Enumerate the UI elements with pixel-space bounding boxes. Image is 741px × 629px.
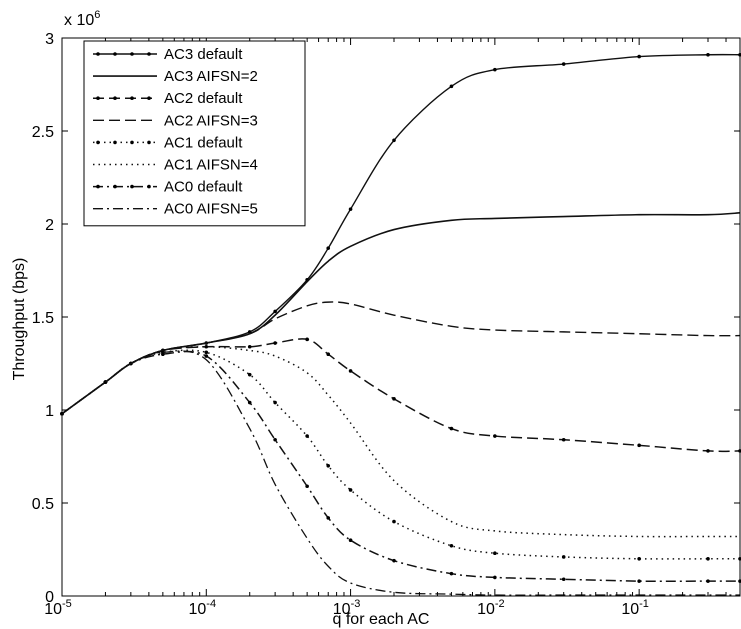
- series-5-point: [247, 372, 252, 377]
- series-3-point: [305, 337, 309, 342]
- y-axis-multiplier-exponent: 6: [94, 9, 100, 21]
- series-line-7: [61, 350, 740, 583]
- legend-swatch-point: [113, 52, 117, 56]
- legend-box: [83, 40, 306, 227]
- x-axis-title: q for each AC: [333, 611, 430, 628]
- series-3-point: [637, 443, 641, 448]
- series-5-point: [561, 555, 566, 559]
- y-tick-label: 2: [45, 217, 54, 234]
- series-3-point: [326, 352, 331, 357]
- series-5-point: [392, 519, 396, 524]
- series-1-point: [637, 54, 641, 59]
- legend-swatch-point: [130, 52, 134, 56]
- series-5-point: [326, 464, 331, 468]
- x-tick-label: 10-4: [188, 598, 216, 618]
- series-7-point: [493, 575, 497, 580]
- series-1-point: [493, 67, 497, 72]
- legend-swatch-point: [96, 184, 100, 189]
- series-line-8: [61, 350, 740, 596]
- series-7-point: [161, 352, 165, 357]
- legend-swatch-point: [130, 140, 134, 145]
- legend-swatch-point: [147, 96, 151, 100]
- series-3-point: [273, 341, 277, 345]
- series-3-point: [348, 369, 353, 373]
- y-tick-label: 1: [45, 403, 54, 420]
- legend-label: AC0 default: [164, 179, 243, 196]
- legend-swatch-point: [113, 140, 117, 145]
- series-line-5: [61, 349, 740, 560]
- series-7-point: [392, 558, 396, 563]
- series-5-point: [204, 350, 209, 355]
- x-tick-label: 10-1: [621, 598, 649, 618]
- legend-label: AC2 AIFSN=3: [164, 112, 258, 129]
- legend: AC3 default AC3 AIFSN=2 AC2 default AC2 AIF…: [83, 40, 306, 227]
- legend-label: AC0 AIFSN=5: [164, 201, 258, 218]
- y-tick-label: 0.5: [32, 496, 54, 513]
- series-7-point: [273, 437, 277, 442]
- legend-swatch-point: [147, 184, 151, 189]
- y-axis-title: Throughput (bps): [11, 258, 28, 381]
- series-5-point: [637, 557, 641, 561]
- series-7-point: [706, 579, 710, 583]
- series-line-4: [61, 301, 741, 415]
- series-7-point: [449, 571, 454, 576]
- y-tick-label: 2.5: [32, 124, 54, 141]
- series-3-point: [392, 397, 396, 401]
- legend-swatch-point: [96, 52, 100, 56]
- legend-swatch-point: [147, 140, 151, 145]
- legend-label: AC2 default: [164, 90, 243, 107]
- series-3-point: [247, 344, 252, 349]
- series-3-point: [449, 426, 454, 431]
- y-tick-label: 1.5: [32, 310, 54, 327]
- series-7-point: [561, 577, 566, 582]
- ticks-layer: 0 0.5 1 1.5 2 2.5 3 10-5 10-4 10-3 10-2 10-1: [32, 31, 740, 618]
- y-tick-label: 0: [45, 589, 54, 606]
- series-line-6: [61, 346, 740, 538]
- series-7-point: [204, 354, 209, 358]
- series-3-point: [493, 434, 497, 438]
- x-tick-label: 10-2: [477, 598, 505, 618]
- y-tick-label: 3: [45, 31, 54, 48]
- series-3-point: [706, 449, 710, 453]
- legend-swatch-point: [130, 184, 134, 189]
- series-5-point: [706, 557, 710, 561]
- legend-swatch-point: [147, 52, 151, 56]
- legend-swatch-point: [96, 140, 100, 145]
- series-3-point: [561, 437, 566, 442]
- legend-label: AC1 AIFSN=4: [164, 157, 258, 174]
- series-7-point: [637, 579, 641, 583]
- series-line-2: [61, 212, 741, 415]
- series-1-point: [561, 62, 566, 66]
- legend-label: AC3 AIFSN=2: [164, 68, 258, 85]
- x-tick-label: 10-5: [44, 598, 72, 618]
- series-7-point: [348, 538, 353, 542]
- legend-swatch-point: [96, 96, 100, 100]
- series-5-point: [493, 551, 497, 556]
- series-1-point: [348, 207, 353, 211]
- series-1-point: [326, 246, 331, 250]
- series-5-point: [449, 543, 454, 548]
- series-5-point: [305, 434, 309, 438]
- y-axis-multiplier-base: x 10: [64, 12, 94, 29]
- series-3-point: [204, 344, 209, 349]
- series-layer: [60, 52, 741, 596]
- series-1-point: [392, 138, 396, 143]
- series-5-point: [348, 488, 353, 492]
- legend-swatch-point: [130, 96, 134, 100]
- series-5-point: [273, 400, 277, 405]
- legend-label: AC1 default: [164, 134, 243, 151]
- series-7-point: [305, 484, 309, 489]
- series-7-point: [247, 400, 252, 405]
- legend-swatch-point: [113, 96, 117, 100]
- series-1-point: [273, 309, 277, 314]
- x-tick-label: 10-3: [333, 598, 361, 618]
- y-axis-multiplier: x 106: [64, 9, 100, 29]
- series-7-point: [326, 516, 331, 520]
- series-1-point: [706, 52, 710, 57]
- legend-swatch-point: [113, 184, 117, 189]
- series-1-point: [449, 84, 454, 89]
- legend-label: AC3 default: [164, 46, 243, 63]
